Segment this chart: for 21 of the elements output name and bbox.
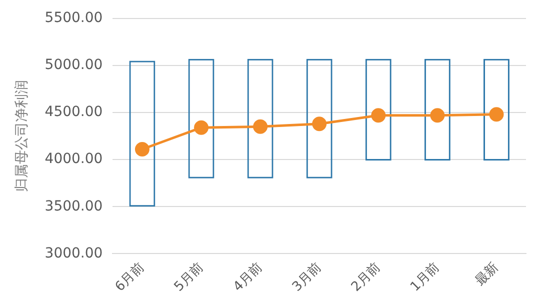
y-tick-label: 3000.00	[44, 245, 103, 262]
y-tick-label: 3500.00	[44, 198, 103, 214]
x-tick-label: 5月前	[172, 260, 206, 295]
point	[134, 142, 150, 156]
x-tick-label: 最新	[472, 260, 502, 289]
y-tick-label: 5500.00	[44, 10, 103, 26]
point	[194, 120, 209, 135]
y-axis-title: 归属母公司净利润	[14, 80, 30, 192]
point	[489, 107, 504, 122]
x-tick-label: 4月前	[230, 260, 266, 295]
x-tick-label: 6月前	[112, 260, 148, 295]
x-tick-label: 1月前	[408, 260, 443, 295]
x-tick-label: 2月前	[348, 260, 384, 295]
x-tick-label: 3月前	[290, 260, 325, 295]
y-tick-label: 4500.00	[44, 104, 103, 120]
y-tick-label: 5000.00	[44, 57, 103, 74]
point	[371, 108, 386, 123]
point	[430, 108, 445, 123]
y-tick-label: 4000.00	[44, 151, 103, 168]
point	[253, 119, 268, 134]
point	[312, 116, 327, 132]
